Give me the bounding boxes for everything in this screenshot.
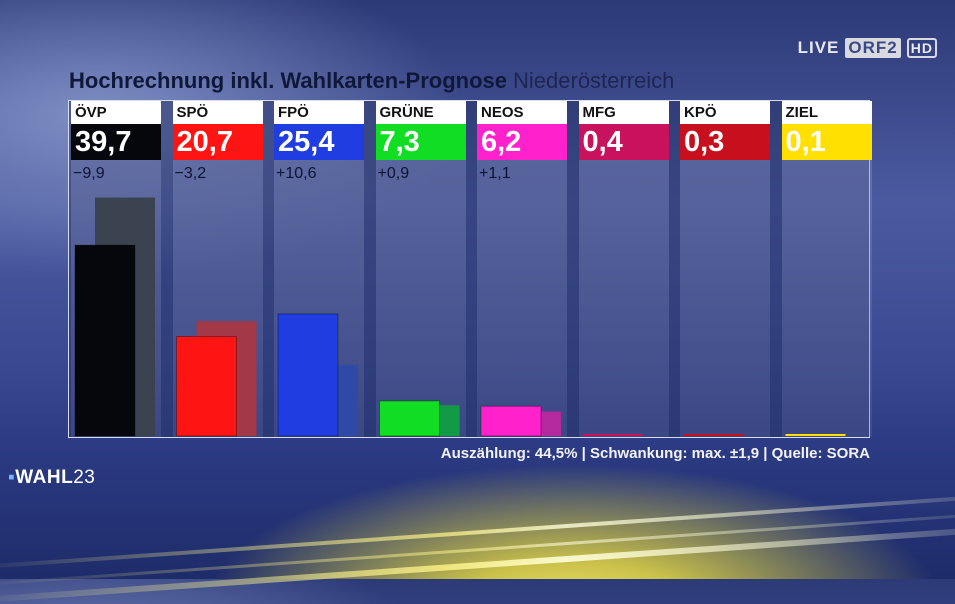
party-value: 0,1 — [781, 124, 872, 160]
wahl-year: 23 — [73, 467, 96, 488]
result-bar — [74, 244, 136, 437]
party-name: FPÖ — [274, 101, 364, 124]
result-bar — [480, 405, 542, 437]
party-name: GRÜNE — [375, 101, 466, 124]
broadcaster-logo: LIVE ORF2 HD — [798, 38, 937, 58]
party-diff: +1,1 — [479, 165, 511, 182]
party-column: MFG 0,4 — [578, 101, 669, 437]
chart-title-main: Hochrechnung inkl. Wahlkarten-Prognose — [69, 68, 508, 93]
footer-info: Auszählung: 44,5% | Schwankung: max. ±1,… — [440, 445, 870, 462]
wahl-prefix: WAHL — [15, 467, 74, 488]
party-column: KPÖ 0,3 — [680, 101, 770, 437]
result-bar — [582, 434, 643, 436]
party-value: 20,7 — [172, 124, 263, 160]
result-bar — [785, 434, 846, 436]
bars-layer — [74, 197, 846, 437]
wahl-logo: ▪WAHL23 — [8, 467, 95, 489]
party-value: 25,4 — [274, 124, 364, 160]
chart-panel: ÖVP 39,7 −9,9 SPÖ 20,7 −3,2 FPÖ 25,4 +10,6 GRÜNE 7… — [68, 100, 872, 438]
party-column: ZIEL 0,1 — [781, 101, 872, 437]
party-column: NEOS 6,2 +1,1 — [477, 101, 567, 437]
party-name: NEOS — [477, 101, 567, 124]
party-value: 0,3 — [680, 124, 770, 160]
party-value: 39,7 — [71, 124, 161, 160]
party-name: KPÖ — [680, 101, 770, 124]
orf-label: ORF — [848, 38, 888, 57]
party-value: 0,4 — [578, 124, 669, 160]
party-diff: −9,9 — [73, 165, 105, 182]
orf-logo: ORF2 — [845, 38, 901, 58]
result-bar — [176, 335, 237, 437]
party-diff: +10,6 — [276, 165, 317, 182]
party-name: SPÖ — [172, 101, 263, 124]
hd-badge: HD — [906, 38, 937, 58]
chart-title-region: Niederösterreich — [513, 68, 675, 93]
party-column: GRÜNE 7,3 +0,9 — [375, 101, 466, 437]
party-value: 6,2 — [477, 124, 567, 160]
live-label: LIVE — [797, 38, 840, 57]
result-bar — [684, 434, 744, 436]
channel-label: 2 — [887, 38, 898, 57]
party-name: MFG — [578, 101, 669, 124]
party-name: ZIEL — [781, 101, 872, 124]
wahl-dot-icon: ▪ — [8, 467, 16, 488]
result-bar — [277, 313, 339, 437]
party-diff: +0,9 — [377, 165, 410, 182]
party-value: 7,3 — [375, 124, 466, 160]
chart-title: Hochrechnung inkl. Wahlkarten-Prognose Ni… — [69, 68, 674, 94]
result-bar — [379, 400, 440, 437]
party-name: ÖVP — [71, 101, 161, 124]
party-diff: −3,2 — [174, 165, 207, 182]
